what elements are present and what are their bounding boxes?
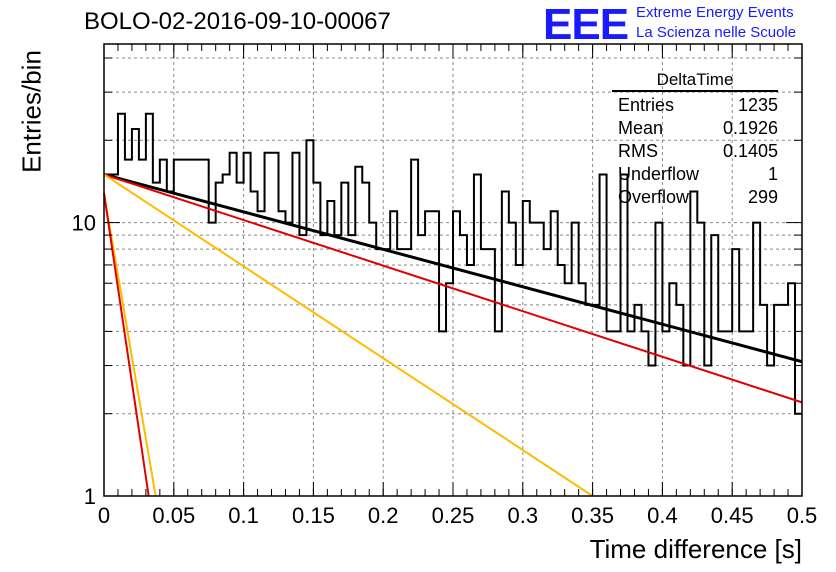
stats-row-underflow: Underflow 1: [612, 163, 778, 186]
x-tick-label: 0.1: [228, 503, 259, 528]
x-tick-label: 0.35: [571, 503, 614, 528]
fit-line-0: [103, 172, 803, 364]
fit-line-3: [103, 193, 157, 497]
stats-label: Entries: [618, 95, 675, 115]
stats-value: 0.1926: [722, 118, 778, 138]
stats-label: RMS: [618, 141, 658, 161]
x-tick-label: 0.25: [432, 503, 475, 528]
stats-title: DeltaTime: [612, 70, 778, 92]
stats-label: Overflow: [618, 187, 690, 207]
x-tick-label: 0.5: [787, 503, 818, 528]
y-axis-label: Entries/bin: [16, 50, 47, 173]
stats-value: 1235: [737, 95, 778, 115]
stats-row-rms: RMS 0.1405: [612, 140, 778, 163]
tick-labels: 0 0.05 0.1 0.15 0.2 0.25 0.3 0.35 0.4 0.45 0.5 1 10: [72, 211, 818, 528]
stats-label: Mean: [618, 118, 664, 138]
fit-line-1: [103, 173, 803, 404]
x-tick-label: 0.05: [152, 503, 195, 528]
histogram-layer: [104, 112, 802, 415]
stats-value: 1: [767, 164, 778, 184]
fit-line-2: [103, 173, 594, 497]
y-tick-label: 10: [72, 211, 96, 236]
axis-ticks: [103, 44, 803, 497]
x-tick-label: 0.45: [711, 503, 754, 528]
logo-line-2: La Scienza nelle Scuole: [636, 24, 797, 41]
x-axis-label: Time difference [s]: [589, 534, 802, 564]
stats-value: 299: [747, 187, 778, 207]
x-tick-label: 0: [98, 503, 110, 528]
x-tick-label: 0.4: [647, 503, 678, 528]
x-tick-label: 0.15: [292, 503, 335, 528]
stats-row-mean: Mean 0.1926: [612, 117, 778, 140]
eee-logo: EEE: [543, 0, 629, 49]
stats-label: Underflow: [618, 164, 700, 184]
x-tick-label: 0.3: [508, 503, 539, 528]
stats-row-overflow: Overflow 299: [612, 186, 778, 209]
logo-line-1: Extreme Energy Events: [636, 4, 794, 21]
x-tick-label: 0.2: [368, 503, 399, 528]
stats-box: DeltaTime Entries 1235 Mean 0.1926 RMS 0…: [612, 70, 778, 209]
stats-value: 0.1405: [722, 141, 778, 161]
chart-title: BOLO-02-2016-09-10-00067: [84, 8, 391, 35]
fit-lines-layer: [103, 172, 803, 497]
histogram-steps: [104, 112, 802, 415]
stats-row-entries: Entries 1235: [612, 94, 778, 117]
y-tick-label: 1: [84, 484, 96, 509]
fit-line-4: [103, 193, 150, 497]
